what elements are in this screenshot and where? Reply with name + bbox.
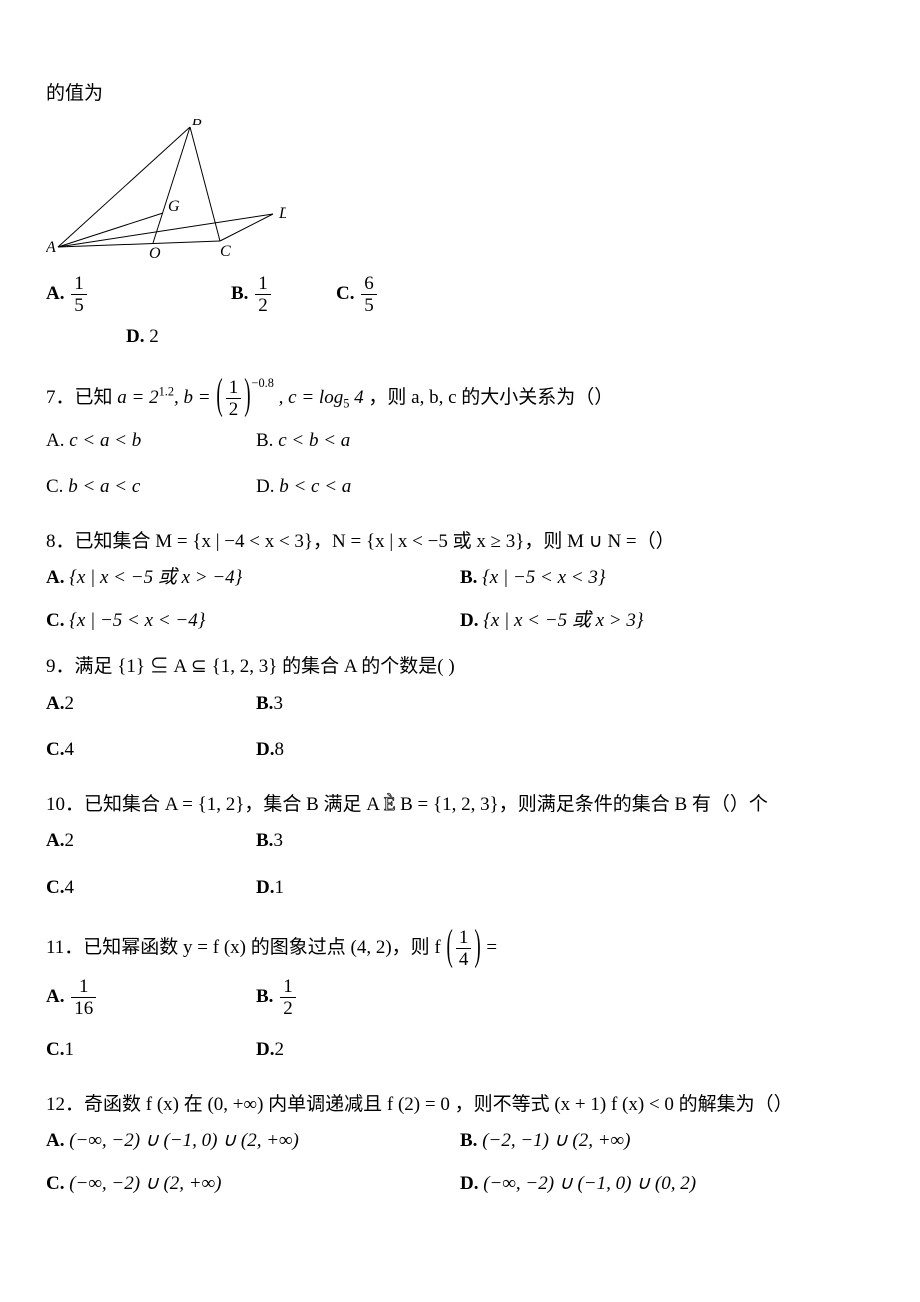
q12-opt-D: D. (−∞, −2) ∪ (−1, 0) ∪ (0, 2) (460, 1170, 874, 1199)
q11-stem: 11．已知幂函数 y = f (x) 的图象过点 (4, 2)，则 f (14)… (46, 928, 874, 969)
q7-opt-A: A. c < a < b (46, 427, 256, 456)
q6-figure: A B C D O G (46, 119, 874, 269)
union-symbol-hollow: È (384, 791, 396, 820)
q10-opt-A: A.2 (46, 827, 256, 856)
q6-opt-D: D. 2 (46, 323, 231, 352)
q9-options: A.2 B.3 C.4 D.8 (46, 690, 466, 773)
q7-stem: 7．已知 a = 21.2, b = (12)−0.8 , c = log5 4… (46, 378, 874, 419)
q12-row1: A. (−∞, −2) ∪ (−1, 0) ∪ (2, +∞) B. (−2, … (46, 1127, 874, 1156)
q11-opt-B: B. 12 (256, 977, 466, 1018)
q10-options: A.2 B.3 C.4 D.1 (46, 827, 466, 910)
q10-stem: 10．已知集合 A = {1, 2}，集合 B 满足 A È B = {1, 2… (46, 791, 874, 820)
q10-opt-D: D.1 (256, 874, 466, 903)
q8-opt-C: C. {x | −5 < x < −4} (46, 607, 460, 636)
q6-options: A. 15 B. 12 C. 65 D. 2 (46, 274, 466, 360)
q8-opt-B: B. {x | −5 < x < 3} (460, 564, 874, 593)
q7-opt-D: D. b < c < a (256, 473, 466, 502)
q12-stem: 12．奇函数 f (x) 在 (0, +∞) 内单调递减且 f (2) = 0 … (46, 1091, 874, 1120)
q11-opt-C: C.1 (46, 1036, 256, 1065)
q12-opt-C: C. (−∞, −2) ∪ (2, +∞) (46, 1170, 460, 1199)
q12-opt-B: B. (−2, −1) ∪ (2, +∞) (460, 1127, 874, 1156)
q6-opt-B: B. 12 (151, 274, 336, 315)
q11-opt-A: A. 116 (46, 977, 256, 1018)
q9-opt-C: C.4 (46, 736, 256, 765)
q8-row1: A. {x | x < −5 或 x > −4} B. {x | −5 < x … (46, 564, 874, 593)
svg-text:O: O (149, 245, 161, 259)
q8-opt-D: D. {x | x < −5 或 x > 3} (460, 607, 874, 636)
svg-text:C: C (220, 243, 231, 259)
q10-opt-B: B.3 (256, 827, 466, 856)
q12-opt-A: A. (−∞, −2) ∪ (−1, 0) ∪ (2, +∞) (46, 1127, 460, 1156)
q6-opt-A: A. 15 (46, 274, 151, 315)
q11-opt-D: D.2 (256, 1036, 466, 1065)
q12-row2: C. (−∞, −2) ∪ (2, +∞) D. (−∞, −2) ∪ (−1,… (46, 1170, 874, 1199)
q6-stem-tail: 的值为 (46, 80, 874, 109)
q11-options: A. 116 B. 12 C.1 D.2 (46, 977, 466, 1073)
q9-opt-B: B.3 (256, 690, 466, 719)
q9-stem: 9．满足 {1} ⊆ A ⊆ {1, 2, 3} 的集合 A 的个数是( ) (46, 653, 874, 682)
svg-text:G: G (168, 198, 180, 215)
q7-opt-C: C. b < a < c (46, 473, 256, 502)
q7-options: A. c < a < b B. c < b < a C. b < a < c D… (46, 427, 466, 510)
q9-opt-D: D.8 (256, 736, 466, 765)
q9-opt-A: A.2 (46, 690, 256, 719)
q6-opt-C: C. 65 (336, 274, 441, 315)
q8-stem: 8．已知集合 M = {x | −4 < x < 3}，N = {x | x <… (46, 528, 874, 557)
svg-text:B: B (192, 119, 202, 129)
q8-opt-A: A. {x | x < −5 或 x > −4} (46, 564, 460, 593)
q7-opt-B: B. c < b < a (256, 427, 466, 456)
q10-opt-C: C.4 (46, 874, 256, 903)
q8-row2: C. {x | −5 < x < −4} D. {x | x < −5 或 x … (46, 607, 874, 636)
svg-text:D: D (278, 205, 286, 222)
svg-text:A: A (46, 239, 56, 256)
